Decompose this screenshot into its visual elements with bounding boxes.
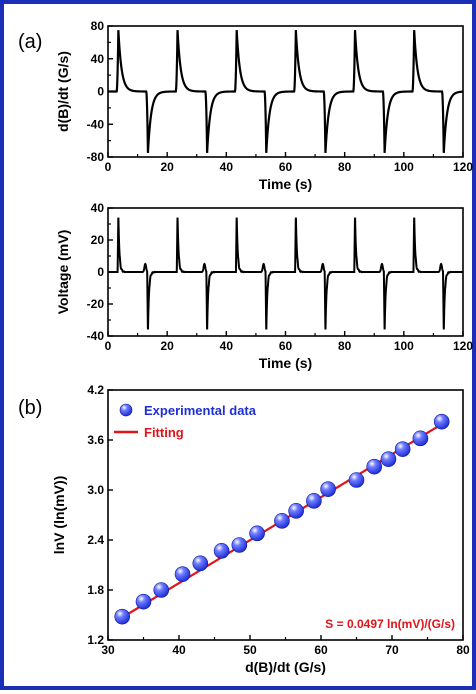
y-tick-label: 4.2 [87,383,104,397]
data-point [320,481,336,497]
data-point [306,493,322,509]
y-tick-label: -40 [87,329,105,343]
y-tick-label: -80 [87,150,105,164]
legend-label-fitting: Fitting [144,425,184,440]
y-tick-label: -40 [87,117,105,131]
y-tick-label: 1.8 [87,583,104,597]
x-tick-label: 0 [105,160,112,174]
x-tick-label: 20 [160,160,174,174]
y-tick-label: 3.6 [87,433,104,447]
x-axis-label: Time (s) [259,176,312,192]
y-axis-label: Voltage (mV) [55,230,71,315]
y-tick-label: 2.4 [87,533,104,547]
y-tick-label: 1.2 [87,633,104,647]
data-point [192,555,209,572]
data-point [249,525,265,542]
data-point [288,503,304,519]
x-tick-label: 60 [279,160,293,174]
y-tick-label: 0 [97,85,104,99]
y-axis-label: lnV (ln(mV)) [51,476,67,555]
x-tick-label: 50 [243,643,257,657]
chart-b: 30 40 50 60 70 80 1.2 1.8 2.4 3.0 3.6 4.2 d(B)/dt (G… [18,383,470,675]
x-tick-label: 80 [338,160,352,174]
data-point [433,413,450,430]
x-tick-label: 120 [453,160,473,174]
data-point [213,543,230,559]
x-axis-label: d(B)/dt (G/s) [245,659,326,675]
data-point [174,566,191,582]
legend-marker-experimental [119,403,133,417]
x-tick-label: 120 [453,339,473,353]
x-tick-label: 40 [220,339,234,353]
data-point [394,441,411,457]
y-tick-label: 40 [91,201,105,215]
series-line-dbdt [108,30,463,153]
y-tick-label: 3.0 [87,483,104,497]
data-point [412,430,429,447]
x-tick-label: 30 [101,643,115,657]
x-tick-label: 80 [338,339,352,353]
y-tick-label: -20 [87,297,105,311]
y-tick-label: 0 [97,265,104,279]
x-tick-label: 80 [456,643,470,657]
data-point [135,593,152,610]
data-point [274,513,290,529]
slope-annotation: S = 0.0497 ln(mV)/(G/s) [325,617,455,631]
chart-a1: 0 20 40 60 80 100 120 -80 -40 0 40 80 Time (s) d(B)/d… [18,19,473,192]
series-line-voltage [108,217,463,330]
x-tick-label: 40 [220,160,234,174]
chart-a2: 0 20 40 60 80 100 120 -40 -20 0 20 40 Time (s) Voltag… [55,201,473,371]
x-tick-label: 60 [279,339,293,353]
y-tick-label: 20 [91,233,105,247]
data-point [231,537,248,553]
data-point [348,472,365,488]
x-tick-label: 100 [394,160,414,174]
data-point [114,608,130,625]
x-tick-label: 20 [160,339,174,353]
y-tick-label: 80 [91,19,105,33]
x-tick-label: 100 [394,339,414,353]
x-tick-label: 40 [172,643,186,657]
panel-label: (b) [18,397,42,419]
x-tick-label: 0 [105,339,112,353]
y-axis-label: d(B)/dt (G/s) [55,51,71,132]
x-axis-label: Time (s) [259,355,312,371]
x-tick-label: 60 [314,643,328,657]
data-point [380,451,397,467]
data-point [153,582,170,598]
legend-label-experimental: Experimental data [144,403,257,418]
y-tick-label: 40 [91,52,105,66]
panel-label: (a) [18,31,42,53]
x-tick-label: 70 [385,643,399,657]
data-point [366,458,383,475]
